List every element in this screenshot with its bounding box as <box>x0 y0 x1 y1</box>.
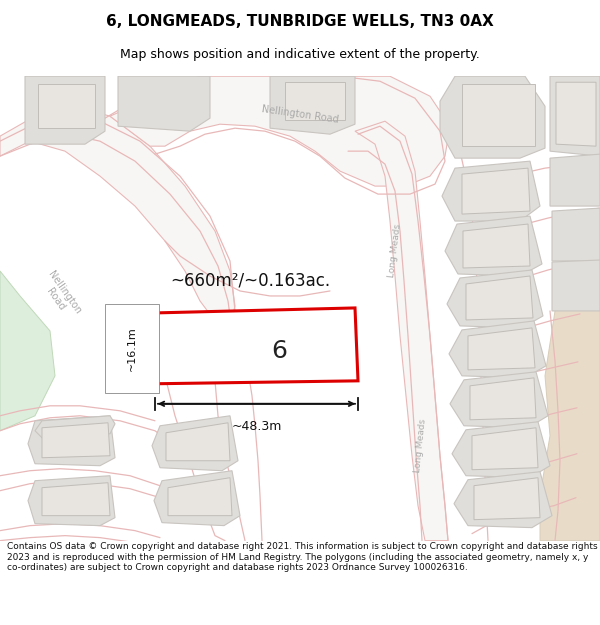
Polygon shape <box>550 76 600 156</box>
Polygon shape <box>466 276 533 320</box>
Polygon shape <box>42 482 110 516</box>
Polygon shape <box>440 76 545 158</box>
Polygon shape <box>118 76 210 131</box>
Polygon shape <box>110 76 450 186</box>
Polygon shape <box>452 422 550 478</box>
Polygon shape <box>470 378 536 420</box>
Polygon shape <box>468 328 535 370</box>
Text: Long Meads: Long Meads <box>387 224 403 278</box>
Polygon shape <box>474 478 540 519</box>
Polygon shape <box>152 416 238 471</box>
Polygon shape <box>150 308 358 384</box>
Polygon shape <box>168 478 232 516</box>
Polygon shape <box>166 422 230 461</box>
Polygon shape <box>556 82 596 146</box>
Polygon shape <box>552 260 600 311</box>
Polygon shape <box>28 476 115 526</box>
Polygon shape <box>472 428 538 470</box>
Polygon shape <box>285 82 345 120</box>
Polygon shape <box>442 161 540 221</box>
Polygon shape <box>463 224 530 268</box>
Text: ~660m²/~0.163ac.: ~660m²/~0.163ac. <box>170 272 330 290</box>
Polygon shape <box>454 472 552 528</box>
Text: ~16.1m: ~16.1m <box>127 326 137 371</box>
Polygon shape <box>28 416 115 466</box>
Polygon shape <box>447 270 543 328</box>
Polygon shape <box>445 216 542 276</box>
Polygon shape <box>270 76 355 134</box>
Polygon shape <box>35 416 115 437</box>
Polygon shape <box>38 84 95 128</box>
Text: Contains OS data © Crown copyright and database right 2021. This information is : Contains OS data © Crown copyright and d… <box>7 542 598 572</box>
Text: Nellington
Road: Nellington Road <box>37 269 83 322</box>
Text: 6: 6 <box>271 339 287 363</box>
Polygon shape <box>552 208 600 261</box>
Polygon shape <box>462 168 530 214</box>
Polygon shape <box>355 121 448 541</box>
Text: ~48.3m: ~48.3m <box>232 420 281 432</box>
Polygon shape <box>449 321 546 378</box>
Polygon shape <box>550 154 600 206</box>
Polygon shape <box>462 84 535 146</box>
Text: 6, LONGMEADS, TUNBRIDGE WELLS, TN3 0AX: 6, LONGMEADS, TUNBRIDGE WELLS, TN3 0AX <box>106 14 494 29</box>
Text: Map shows position and indicative extent of the property.: Map shows position and indicative extent… <box>120 48 480 61</box>
Polygon shape <box>540 286 600 541</box>
Polygon shape <box>42 422 110 457</box>
Polygon shape <box>25 76 105 144</box>
Text: Long Meads: Long Meads <box>413 418 427 473</box>
Polygon shape <box>450 372 548 428</box>
Polygon shape <box>0 106 235 326</box>
Text: Nellington Road: Nellington Road <box>261 104 339 124</box>
Polygon shape <box>154 471 240 526</box>
Polygon shape <box>0 271 55 431</box>
